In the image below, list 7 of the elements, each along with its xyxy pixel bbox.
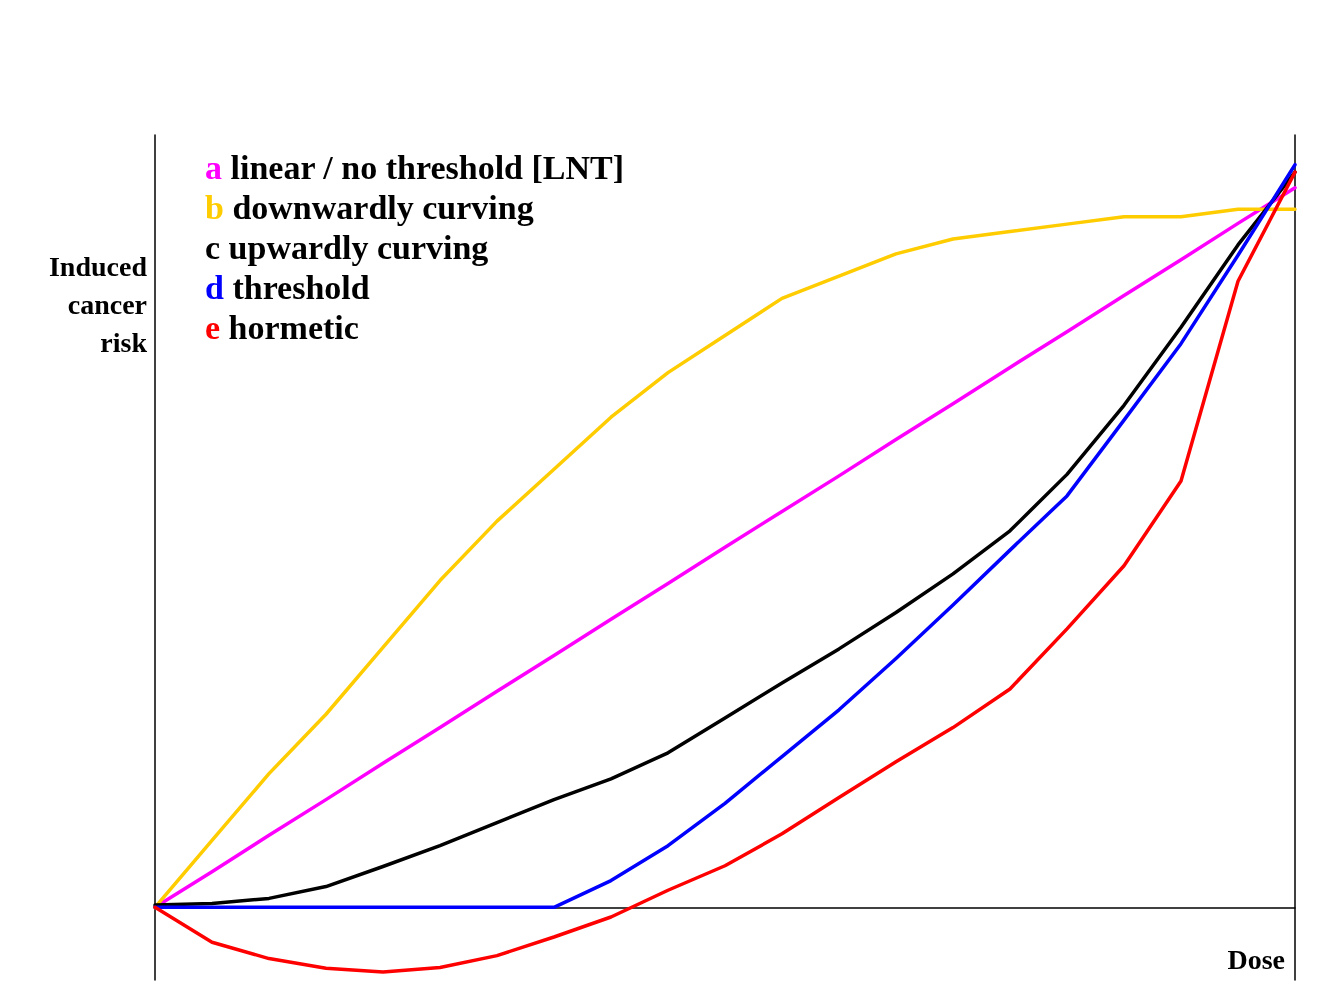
text: e hormetic bbox=[205, 308, 359, 346]
text: c upwardly curving bbox=[205, 228, 489, 266]
text: d threshold bbox=[205, 268, 370, 306]
y-axis-title: Induced cancer risk bbox=[48, 250, 148, 358]
x-axis-title: Dose bbox=[1227, 943, 1285, 975]
text: b downwardly curving bbox=[205, 188, 534, 226]
text: a linear / no threshold [LNT] bbox=[205, 148, 625, 186]
